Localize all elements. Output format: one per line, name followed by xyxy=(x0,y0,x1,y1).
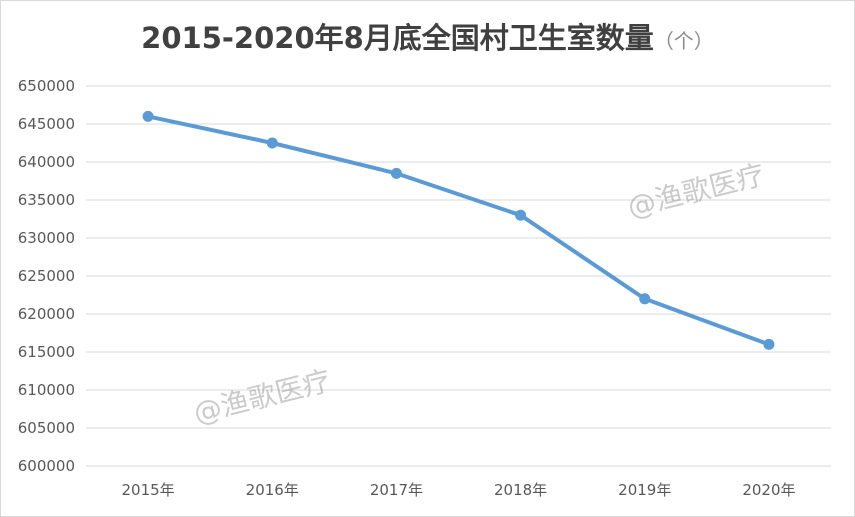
x-tick-label-1: 2016年 xyxy=(246,481,299,499)
x-tick-label-2: 2017年 xyxy=(370,481,423,499)
x-tick-label-4: 2019年 xyxy=(618,481,671,499)
series-line-0 xyxy=(146,114,771,347)
x-tick-label-5: 2020年 xyxy=(742,481,795,499)
data-point-2 xyxy=(390,167,402,179)
y-tick-label-1: 645000 xyxy=(18,115,75,133)
y-tick-label-5: 625000 xyxy=(18,267,75,285)
y-tick-label-9: 605000 xyxy=(18,419,75,437)
y-tick-label-6: 620000 xyxy=(18,305,75,323)
y-tick-label-10: 600000 xyxy=(18,457,75,475)
chart-title-unit: （个） xyxy=(653,29,714,53)
data-point-3 xyxy=(515,209,527,221)
x-tick-label-0: 2015年 xyxy=(121,481,174,499)
chart-title-main: 2015-2020年8月底全国村卫生室数量 xyxy=(141,21,654,55)
y-tick-label-3: 635000 xyxy=(18,191,75,209)
x-tick-label-3: 2018年 xyxy=(494,481,547,499)
y-tick-label-7: 615000 xyxy=(18,343,75,361)
chart-title: 2015-2020年8月底全国村卫生室数量（个） xyxy=(1,15,854,57)
y-tick-label-8: 610000 xyxy=(18,381,75,399)
data-point-4 xyxy=(639,293,651,305)
data-point-0 xyxy=(142,110,154,122)
y-tick-label-0: 650000 xyxy=(18,77,75,95)
data-point-5 xyxy=(763,338,775,350)
y-tick-label-4: 630000 xyxy=(18,229,75,247)
y-tick-label-2: 640000 xyxy=(18,153,75,171)
data-point-1 xyxy=(266,137,278,149)
